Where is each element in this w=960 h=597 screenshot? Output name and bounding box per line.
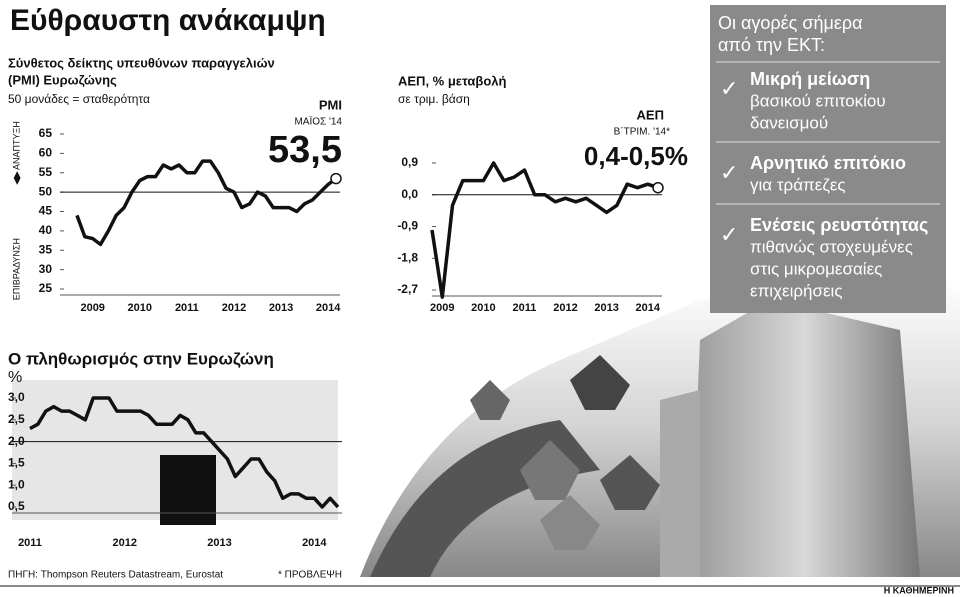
annotation: της ΕΚΤ [166,476,211,490]
annotation: 2% [172,496,204,521]
x-tick-label: 2014 [302,537,327,549]
sidebar-box [710,5,946,313]
chart-title: Σύνθετος δείκτης υπευθύνων παραγγελιών [8,55,275,70]
annotation: Β΄ΤΡΙΜ. '14* [614,126,670,138]
item-body: πιθανώς στοχευμένες [750,237,913,256]
y-tick-label: 3,0 [8,390,25,404]
check-icon: ✓ [720,222,738,247]
y-label-arrows: ◀▶ [11,171,21,185]
sidebar: Οι αγορές σήμερα από την ΕΚΤ: Μικρή μείω… [710,5,946,313]
x-tick-label: 2011 [175,302,199,314]
y-unit: % [8,369,22,386]
y-tick-label: 35 [39,242,53,256]
annotation: 53,5 [268,129,342,171]
item-body: δανεισμού [750,113,828,132]
sidebar-title: από την ΕΚΤ: [718,35,825,55]
y-tick-label: 0,5 [8,499,25,513]
item-head: Αρνητικό επιτόκιο [750,153,906,173]
end-marker [652,181,664,194]
y-tick-label: 25 [39,281,53,295]
item-head: Ενέσεις ρευστότητας [750,215,928,235]
x-tick-label: 2010 [128,302,152,314]
annotation: ΜΑΪΟΣ '14 [294,116,342,128]
chart-title: Ο πληθωρισμός στην Ευρωζώνη [8,349,274,368]
x-tick-label: 2014 [316,302,341,314]
y-tick-label: 0,9 [401,155,418,169]
y-tick-label: -0,9 [397,219,418,233]
x-tick-label: 2011 [513,302,537,314]
x-tick-label: 2012 [553,302,577,314]
x-tick-label: 2013 [594,302,618,314]
y-tick-label: 45 [39,204,53,218]
chart-title: ΑΕΠ, % μεταβολή [398,73,507,88]
y-tick-label: 30 [39,262,53,276]
y-tick-label: 1,0 [8,477,25,491]
x-tick-label: 2009 [430,302,454,314]
y-tick-label: 55 [39,165,53,179]
y-tick-label: 65 [39,126,53,140]
annotation: ΑΕΠ [637,107,664,122]
x-tick-label: 2012 [113,537,137,549]
chart-subtitle: σε τριμ. βάση [398,92,470,106]
annotation: 0,4-0,5% [584,141,688,171]
x-tick-label: 2013 [207,537,231,549]
data-line [29,396,340,509]
background-photo [360,280,960,577]
x-tick-label: 2014 [635,302,660,314]
y-tick-label: -1,8 [397,250,418,264]
item-body: για τράπεζες [750,175,846,194]
y-tick-label: 40 [39,223,53,237]
footer-bar [0,583,960,597]
source: ΠΗΓΗ: Thompson Reuters Datastream, Euros… [8,570,223,581]
y-tick-label: 2,0 [8,434,25,448]
x-tick-label: 2011 [18,537,42,549]
x-tick-label: 2009 [80,302,104,314]
check-icon: ✓ [720,160,738,185]
item-body: επιχειρήσεις [750,281,843,300]
x-tick-label: 2010 [471,302,495,314]
main-title: Εύθραυστη ανάκαμψη [10,4,326,37]
chart-subtitle: 50 μονάδες = σταθερότητα [8,92,150,106]
item-body: στις μικρομεσαίες [750,259,882,278]
y-tick-label: 50 [39,184,53,198]
annotation: Στόχος [170,460,207,474]
y-label: ΕΠΙΒΡΑΔΥΝΣΗ [11,238,21,300]
item-head: Μικρή μείωση [750,69,870,89]
chart-title: (PMI) Ευρωζώνης [8,72,117,87]
y-tick-label: 60 [39,146,53,160]
y-tick-label: 2,5 [8,412,25,426]
y-label: ΑΝΑΠΤΥΞΗ [11,121,21,170]
data-line [75,159,338,247]
y-tick-label: 1,5 [8,456,25,470]
x-tick-label: 2013 [269,302,293,314]
credit: Η ΚΑΘΗΜΕΡΙΝΗ [884,585,954,595]
annotation: PMI [319,97,342,112]
y-tick-label: -2,7 [397,282,418,296]
check-icon: ✓ [720,76,738,101]
end-marker [330,172,342,185]
sidebar-title: Οι αγορές σήμερα [718,13,863,33]
data-line [430,161,659,299]
x-tick-label: 2012 [222,302,246,314]
item-body: βασικού επιτοκίου [750,91,886,110]
y-tick-label: 0,0 [401,187,418,201]
forecast-note: * ΠΡΟΒΛΕΨΗ [278,570,342,581]
